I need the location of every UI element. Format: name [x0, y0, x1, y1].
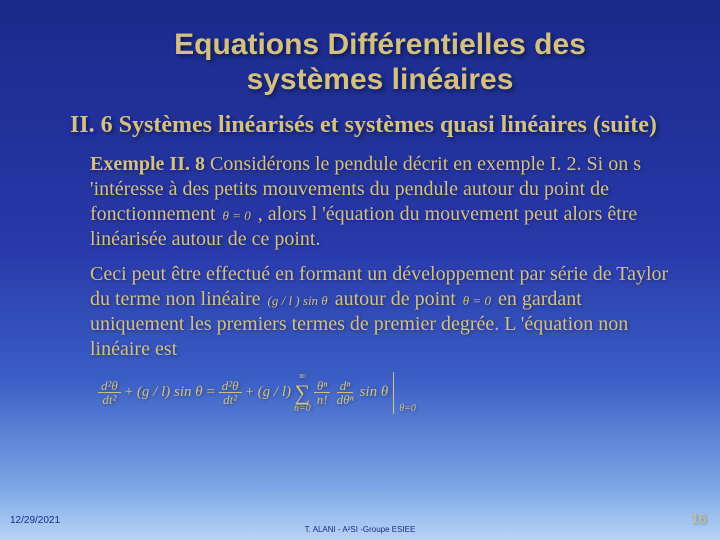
title-line-2: systèmes linéaires: [247, 63, 514, 96]
sum-lower: n=0: [294, 404, 311, 414]
eq-summation: ∞ ∑ n=0: [294, 372, 311, 414]
eq-frac-d2theta-dt2-rhs: d²θ dt²: [219, 379, 242, 407]
slide-title: Equations Différentielles des systèmes l…: [90, 28, 670, 97]
eq-den: dθⁿ: [334, 393, 357, 407]
slide: Equations Différentielles des systèmes l…: [0, 0, 720, 540]
eq-equals: =: [206, 384, 216, 401]
eq-den: dt²: [220, 393, 240, 407]
eq-frac-dn-dtheta: dⁿ dθⁿ: [334, 379, 357, 407]
eq-sin-theta: sin θ: [360, 384, 389, 401]
sigma-icon: ∑: [295, 382, 311, 404]
eq-num: θⁿ: [314, 379, 330, 394]
eq-eval-bar: [393, 372, 394, 414]
example-label: Exemple II. 8: [90, 153, 205, 175]
title-line-1: Equations Différentielles des: [174, 28, 586, 61]
eq-eval-at: θ=0: [399, 403, 416, 414]
inline-math-theta-zero-1: θ = 0: [221, 208, 253, 224]
eq-den: dt²: [99, 393, 119, 407]
paragraph-2: Ceci peut être effectué en formant un dé…: [90, 262, 670, 362]
equation-block: d²θ dt² + (g / l) sin θ = d²θ dt² + (g /…: [98, 372, 670, 414]
eq-gl-rhs: (g / l): [258, 384, 291, 401]
para2-text-b: autour de point: [330, 288, 461, 310]
eq-plus-2: +: [245, 384, 255, 401]
paragraph-1: Exemple II. 8 Considérons le pendule déc…: [90, 152, 670, 252]
eq-gl-sin-lhs: (g / l) sin θ: [137, 384, 203, 401]
footer-date: 12/29/2021: [10, 515, 60, 526]
eq-frac-d2theta-dt2-lhs: d²θ dt²: [98, 379, 121, 407]
eq-den: n!: [314, 393, 331, 407]
footer-page-number: 16: [692, 511, 706, 526]
footer-author: T. ALANI - A²SI -Groupe ESIEE: [305, 525, 416, 534]
inline-math-gl-sin: (g / l ) sin θ: [266, 293, 330, 309]
inline-math-theta-zero-2: θ = 0: [461, 293, 493, 309]
section-heading: II. 6 Systèmes linéarisés et systèmes qu…: [70, 111, 670, 140]
eq-plus-1: +: [124, 384, 134, 401]
eq-frac-theta-n: θⁿ n!: [314, 379, 331, 407]
